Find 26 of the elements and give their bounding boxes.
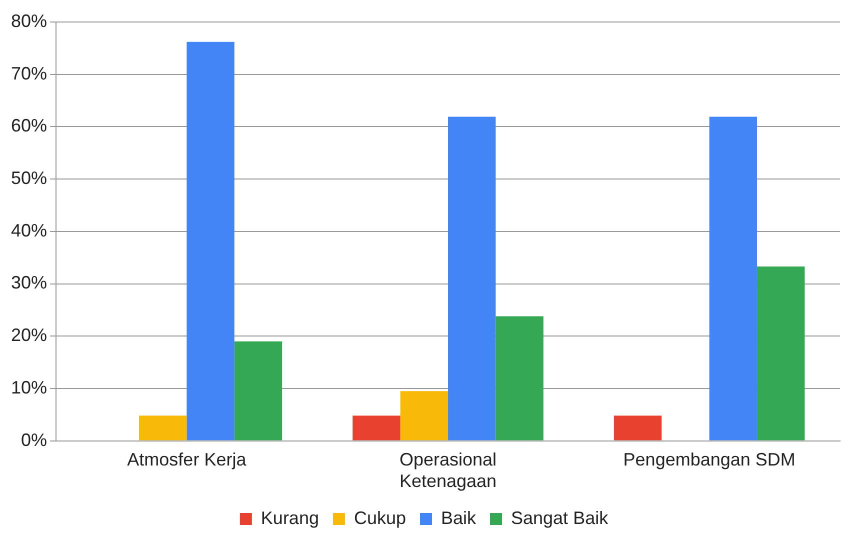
y-tick-label: 60% (10, 116, 48, 136)
y-tick-label: 0% (21, 430, 48, 450)
bar (709, 116, 758, 440)
bar (448, 116, 496, 440)
legend-label: Cukup (354, 508, 406, 528)
legend-label: Kurang (260, 508, 319, 528)
bar (496, 316, 544, 440)
y-tick-label: 30% (10, 272, 48, 293)
bar (186, 42, 234, 440)
bar (352, 416, 400, 440)
x-tick-label: Operasional Ketenagaan (399, 450, 497, 492)
y-tick-label: 70% (10, 63, 48, 84)
x-tick-label: Pengembangan SDM (623, 450, 796, 470)
bar (138, 416, 187, 440)
legend-label: Baik (440, 508, 478, 528)
y-tick-label: 20% (10, 325, 48, 346)
y-tick-label: 80% (10, 10, 48, 31)
x-tick-label: Atmosfer Kerja (127, 450, 248, 470)
y-tick-label: 10% (10, 377, 48, 398)
legend-label: Sangat Baik (511, 508, 610, 528)
bar (400, 391, 448, 440)
bar (757, 266, 805, 440)
bar (614, 416, 662, 440)
y-tick-label: 40% (10, 220, 48, 240)
y-tick-label: 50% (10, 168, 48, 188)
bar (234, 341, 282, 440)
